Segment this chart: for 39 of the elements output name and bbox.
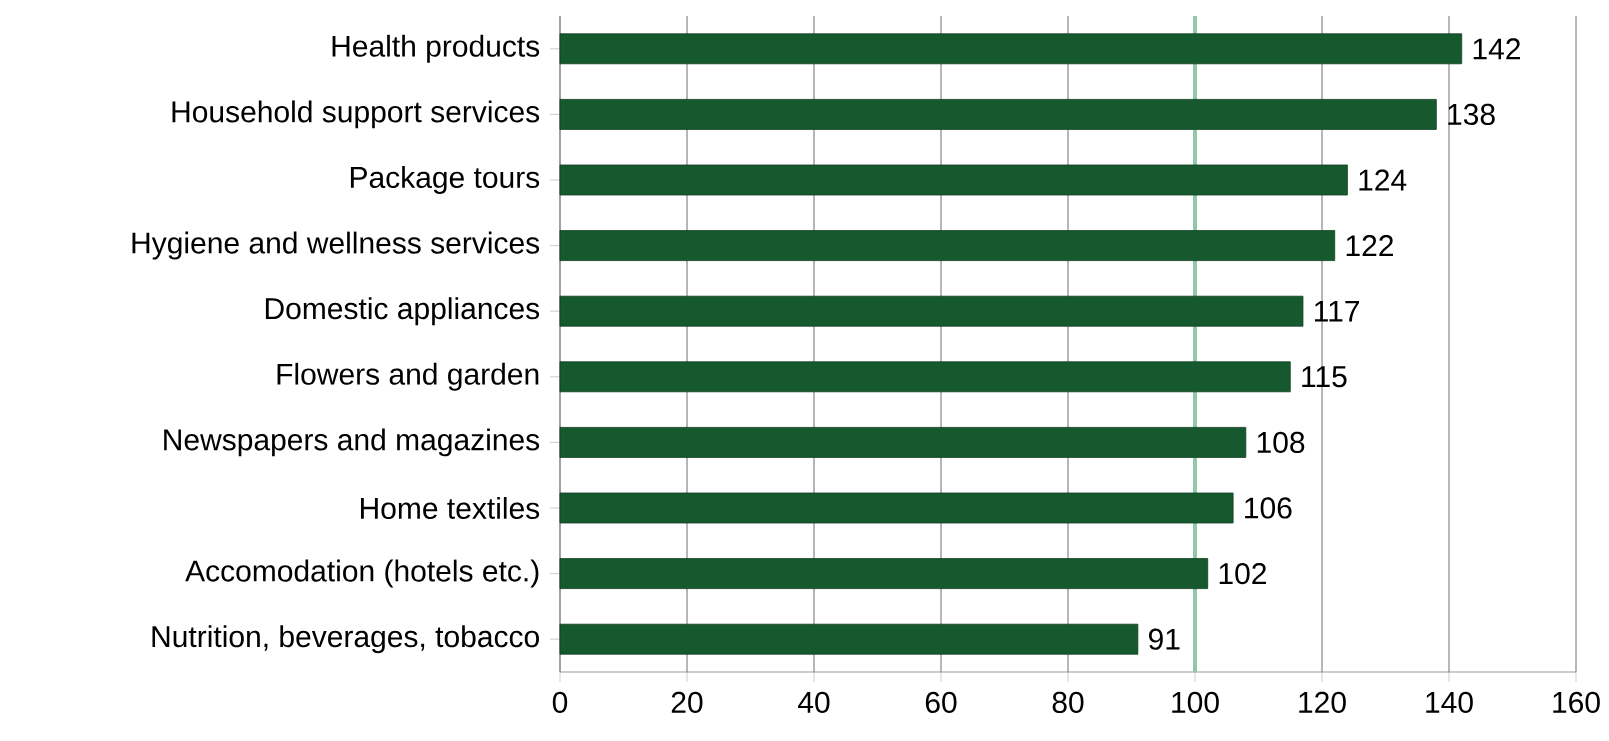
y-tick-label: Flowers and garden: [277, 362, 539, 391]
data-label: 138: [1448, 103, 1495, 125]
y-tick-label: Domestic appliances: [265, 297, 540, 326]
x-tick-label: 100: [1172, 691, 1219, 713]
data-label: 91: [1149, 628, 1180, 650]
bar: [559, 623, 1139, 655]
y-tick-label: Newspapers and magazines: [164, 428, 540, 457]
x-tick-label: 160: [1553, 691, 1600, 713]
bar: [559, 558, 1209, 589]
bar: [559, 295, 1304, 327]
data-label: 142: [1473, 38, 1520, 60]
data-label: 108: [1257, 431, 1305, 454]
x-tick-label: 80: [1052, 691, 1084, 713]
bar: [559, 361, 1291, 393]
bar: [559, 164, 1348, 196]
data-label: 102: [1219, 562, 1266, 585]
y-tick-label: Nutrition, beverages, tobacco: [152, 625, 539, 654]
y-tick-label: Accomodation (hotels etc.): [185, 559, 539, 588]
data-label: 124: [1359, 169, 1407, 191]
bar: [559, 230, 1336, 261]
x-tick-label: 140: [1426, 691, 1473, 713]
x-tick-label: 0: [552, 691, 568, 713]
data-label: 106: [1245, 497, 1292, 519]
bar: [559, 33, 1463, 65]
bar: [559, 492, 1234, 524]
data-label: 117: [1314, 300, 1360, 322]
y-tick-label: Household support services: [172, 100, 540, 129]
bar: [559, 427, 1247, 458]
y-tick-label: Hygiene and wellness services: [132, 231, 540, 260]
y-tick-label: Package tours: [350, 166, 540, 194]
data-label: 115: [1302, 366, 1347, 388]
y-tick-label: Home textiles: [360, 496, 540, 519]
x-tick-label: 120: [1299, 691, 1346, 713]
bar: [559, 98, 1437, 130]
data-label: 122: [1346, 235, 1393, 257]
x-tick-label: 60: [925, 691, 957, 713]
y-tick-label: Health products: [332, 34, 540, 63]
x-tick-label: 20: [671, 691, 703, 713]
x-tick-label: 40: [798, 691, 830, 713]
